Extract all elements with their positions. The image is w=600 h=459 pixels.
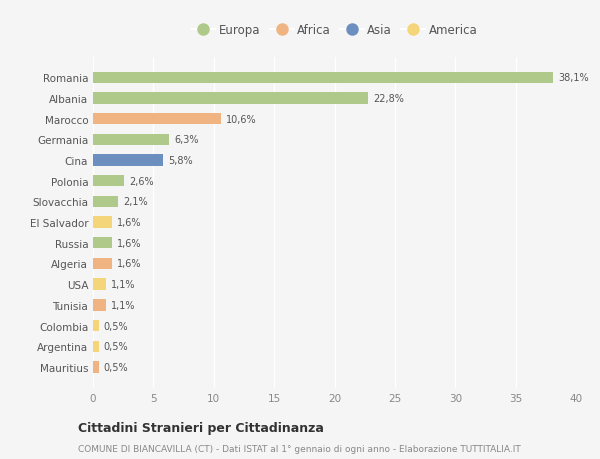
Bar: [93, 300, 106, 311]
Bar: [93, 258, 112, 269]
Text: 0,5%: 0,5%: [104, 321, 128, 331]
Bar: [93, 134, 169, 146]
Text: 0,5%: 0,5%: [104, 341, 128, 352]
Bar: [93, 362, 99, 373]
Bar: [93, 279, 106, 290]
Text: 0,5%: 0,5%: [104, 362, 128, 372]
Text: 1,6%: 1,6%: [117, 238, 142, 248]
Text: 5,8%: 5,8%: [168, 156, 193, 166]
Text: 2,1%: 2,1%: [123, 197, 148, 207]
Text: 1,1%: 1,1%: [111, 280, 136, 290]
Text: 2,6%: 2,6%: [129, 176, 154, 186]
Text: 38,1%: 38,1%: [558, 73, 589, 83]
Text: 6,3%: 6,3%: [174, 135, 199, 145]
Text: 1,6%: 1,6%: [117, 218, 142, 228]
Text: COMUNE DI BIANCAVILLA (CT) - Dati ISTAT al 1° gennaio di ogni anno - Elaborazion: COMUNE DI BIANCAVILLA (CT) - Dati ISTAT …: [78, 444, 521, 453]
Bar: [93, 320, 99, 331]
Text: Cittadini Stranieri per Cittadinanza: Cittadini Stranieri per Cittadinanza: [78, 421, 324, 434]
Bar: [93, 93, 368, 104]
Bar: [93, 176, 124, 187]
Bar: [93, 238, 112, 249]
Bar: [93, 341, 99, 352]
Text: 22,8%: 22,8%: [373, 94, 404, 104]
Bar: [93, 217, 112, 228]
Text: 10,6%: 10,6%: [226, 114, 256, 124]
Legend: Europa, Africa, Asia, America: Europa, Africa, Asia, America: [191, 23, 478, 37]
Bar: [93, 73, 553, 84]
Bar: [93, 155, 163, 166]
Bar: [93, 196, 118, 207]
Text: 1,6%: 1,6%: [117, 259, 142, 269]
Bar: [93, 114, 221, 125]
Text: 1,1%: 1,1%: [111, 300, 136, 310]
